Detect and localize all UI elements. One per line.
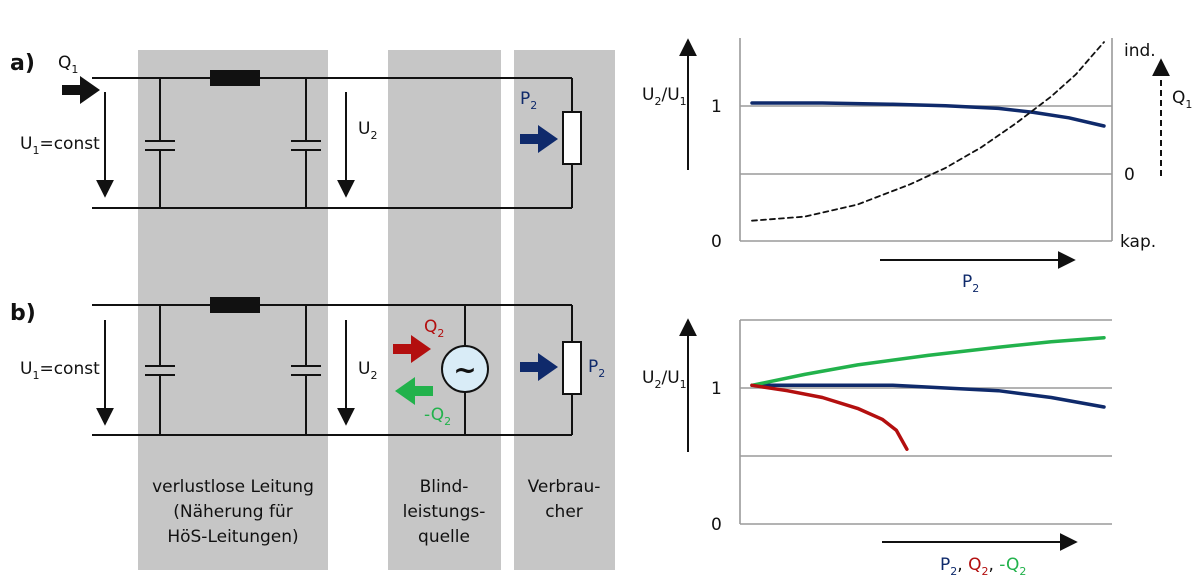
q1-arrow	[62, 76, 100, 104]
caption-line-1: verlustlose Leitung	[152, 477, 314, 497]
chart-a-series	[750, 41, 1106, 222]
load-resistor-a	[562, 111, 582, 165]
chart-b-y-tick-1: 1	[711, 379, 722, 399]
caption-source: Blind- leistungs- quelle	[403, 477, 486, 547]
chart-a-y2-label: Q1	[1172, 88, 1192, 111]
chart-b-x-label: P2, Q2, -Q2	[940, 555, 1026, 578]
chart-a-series-line-0	[750, 101, 1106, 128]
chart-a-x-label: P2	[962, 272, 979, 295]
u1-label-a: U1=const	[20, 134, 100, 157]
neg-q2-arrow	[395, 377, 433, 405]
p2-arrow-a	[520, 125, 558, 153]
load-resistor-b	[562, 341, 582, 395]
circuit-a	[62, 70, 582, 209]
chart-a-y2-tick-0: 0	[1124, 165, 1135, 185]
caption-line-2: (Näherung für	[173, 502, 292, 522]
caption-consumer-2: cher	[545, 502, 583, 522]
chart-b-series-line-0	[750, 383, 1106, 409]
q1-label: Q1	[58, 53, 78, 76]
neg-q2-label: -Q2	[424, 405, 451, 428]
chart-a-y2-tick-ind: ind.	[1124, 41, 1156, 61]
chart-b-y-tick-0: 0	[711, 515, 722, 535]
chart-b: U2/U1 1 0 P2, Q2, -Q2	[642, 318, 1112, 578]
chart-a-y-label: U2/U1	[642, 85, 687, 108]
band-source	[388, 50, 501, 570]
series-inductor-b	[210, 297, 260, 313]
u2-label-b: U2	[358, 359, 377, 382]
chart-a-y-tick-1: 1	[711, 97, 722, 117]
panel-label-a: a)	[10, 51, 35, 76]
q2-arrow	[393, 335, 431, 363]
chart-b-series-line-1	[750, 335, 1106, 388]
chart-a: U2/U1 1 0 ind. 0 kap. Q1 P2	[642, 38, 1192, 295]
p2-label-a: P2	[520, 89, 537, 112]
chart-b-series	[750, 335, 1106, 451]
caption-source-2: leistungs-	[403, 502, 486, 522]
caption-line-3: HöS-Leitungen)	[167, 527, 298, 547]
u2-label-a: U2	[358, 119, 377, 142]
series-inductor-a	[210, 70, 260, 86]
chart-a-y2-tick-kap: kap.	[1120, 232, 1156, 252]
chart-b-y-label: U2/U1	[642, 368, 687, 391]
chart-b-series-line-2	[750, 383, 909, 451]
panel-label-b: b)	[10, 301, 36, 326]
caption-source-1: Blind-	[420, 477, 469, 497]
p2-arrow-b	[520, 353, 558, 381]
circuit-b	[92, 297, 582, 436]
caption-consumer: Verbrau- cher	[528, 477, 601, 522]
u1-label-b: U1=const	[20, 359, 100, 382]
caption-line: verlustlose Leitung (Näherung für HöS-Le…	[152, 477, 314, 547]
caption-source-3: quelle	[418, 527, 470, 547]
caption-consumer-1: Verbrau-	[528, 477, 601, 497]
chart-a-y-tick-0: 0	[711, 232, 722, 252]
source-symbol: ~	[453, 353, 476, 386]
p2-label-b: P2	[588, 357, 605, 380]
q2-label: Q2	[424, 317, 444, 340]
chart-a-series-line-1	[751, 41, 1105, 222]
